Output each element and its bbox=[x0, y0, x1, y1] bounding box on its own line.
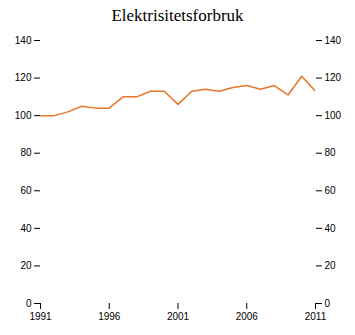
svg-text:120: 120 bbox=[325, 72, 342, 83]
svg-text:0: 0 bbox=[325, 298, 331, 309]
svg-text:140: 140 bbox=[15, 35, 32, 46]
svg-text:100: 100 bbox=[15, 110, 32, 121]
svg-text:2001: 2001 bbox=[167, 311, 190, 322]
svg-text:140: 140 bbox=[325, 35, 342, 46]
svg-text:100: 100 bbox=[325, 110, 342, 121]
svg-text:120: 120 bbox=[15, 72, 32, 83]
svg-text:20: 20 bbox=[20, 260, 32, 271]
html-text:Elektrisitetsforbruk: Elektrisitetsforbruk bbox=[111, 6, 244, 25]
svg-text:20: 20 bbox=[325, 260, 337, 271]
svg-text:60: 60 bbox=[325, 185, 337, 196]
svg-text:1991: 1991 bbox=[29, 311, 52, 322]
svg-text:80: 80 bbox=[325, 147, 337, 158]
svg-text:40: 40 bbox=[20, 223, 32, 234]
svg-text:2011: 2011 bbox=[305, 311, 327, 322]
svg-text:80: 80 bbox=[20, 147, 32, 158]
svg-text:60: 60 bbox=[20, 185, 32, 196]
svg-text:40: 40 bbox=[325, 223, 337, 234]
svg-text:0: 0 bbox=[26, 298, 32, 309]
svg-text:2006: 2006 bbox=[236, 311, 259, 322]
svg-text:1996: 1996 bbox=[98, 311, 121, 322]
